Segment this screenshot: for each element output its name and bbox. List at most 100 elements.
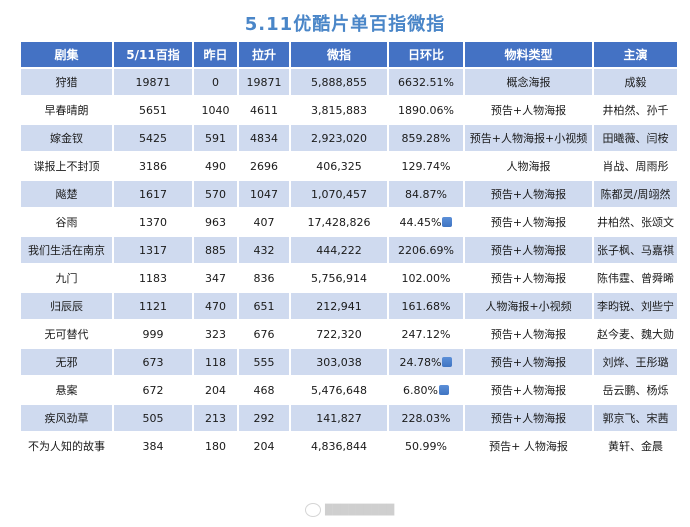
cell-dod: 161.68%: [389, 293, 463, 319]
cell-weizhi: 4,836,844: [291, 433, 387, 459]
cell-rise: 468: [239, 377, 289, 403]
cell-title: 飚楚: [21, 181, 112, 207]
cell-baizhi: 384: [114, 433, 192, 459]
cell-title: 九门: [21, 265, 112, 291]
cell-dod: 247.12%: [389, 321, 463, 347]
cell-yesterday: 963: [194, 209, 237, 235]
cell-yesterday: 323: [194, 321, 237, 347]
cell-cast: 井柏然、张颂文: [594, 209, 677, 235]
cell-cast: 岳云鹏、杨烁: [594, 377, 677, 403]
cell-weizhi: 3,815,883: [291, 97, 387, 123]
cell-weizhi: 444,222: [291, 237, 387, 263]
cell-rise: 204: [239, 433, 289, 459]
cell-baizhi: 672: [114, 377, 192, 403]
cell-title: 无邪: [21, 349, 112, 375]
cell-yesterday: 490: [194, 153, 237, 179]
cell-material: 预告+人物海报: [465, 405, 592, 431]
cell-weizhi: 5,756,914: [291, 265, 387, 291]
table-row: 飚楚 1617 570 1047 1,070,457 84.87% 预告+人物海报 陈都灵/周…: [21, 181, 677, 207]
cell-rise: 836: [239, 265, 289, 291]
cell-rise: 651: [239, 293, 289, 319]
cell-dod: 228.03%: [389, 405, 463, 431]
column-header-material: 物料类型: [465, 42, 592, 67]
cell-baizhi: 3186: [114, 153, 192, 179]
ranking-table: 剧集 5/11百指 昨日 拉升 微指 日环比 物料类型 主演 狩猎 19871 0 19871 5,8…: [19, 40, 679, 461]
table-row: 我们生活在南京 1317 885 432 444,222 2206.69% 预告+人物海报张…: [21, 237, 677, 263]
cell-rise: 4834: [239, 125, 289, 151]
header-row: 剧集 5/11百指 昨日 拉升 微指 日环比 物料类型 主演: [21, 42, 677, 67]
table-row: 不为人知的故事 384 180 204 4,836,844 50.99% 预告+ 人物海报黄…: [21, 433, 677, 459]
cell-dod: 102.00%: [389, 265, 463, 291]
cell-yesterday: 591: [194, 125, 237, 151]
cell-material: 预告+人物海报: [465, 265, 592, 291]
table-row: 谍报上不封顶 3186 490 2696 406,325 129.74% 人物海报 肖战、周雨…: [21, 153, 677, 179]
table-row: 九门 1183 347 836 5,756,914 102.00% 预告+人物海报 陈伟霆、曾…: [21, 265, 677, 291]
column-header-baizhi: 5/11百指: [114, 42, 192, 67]
cell-baizhi: 999: [114, 321, 192, 347]
cell-dod: 24.78%: [389, 349, 463, 375]
cell-weizhi: 141,827: [291, 405, 387, 431]
cell-title: 狩猎: [21, 69, 112, 95]
cell-yesterday: 885: [194, 237, 237, 263]
cell-dod: 6.80%: [389, 377, 463, 403]
table-row: 早春晴朗 5651 1040 4611 3,815,883 1890.06% 预告+人物海报…: [21, 97, 677, 123]
cell-baizhi: 5651: [114, 97, 192, 123]
cell-weizhi: 1,070,457: [291, 181, 387, 207]
cell-yesterday: 0: [194, 69, 237, 95]
cell-rise: 1047: [239, 181, 289, 207]
cell-material: 预告+人物海报: [465, 321, 592, 347]
cell-title: 谷雨: [21, 209, 112, 235]
cell-material: 预告+人物海报: [465, 209, 592, 235]
cell-baizhi: 1617: [114, 181, 192, 207]
table-row: 归辰辰 1121 470 651 212,941 161.68% 人物海报+小视频 李昀锐、刘…: [21, 293, 677, 319]
cell-title: 疾风劲草: [21, 405, 112, 431]
cell-baizhi: 5425: [114, 125, 192, 151]
cell-rise: 676: [239, 321, 289, 347]
cell-cast: 郭京飞、宋茜: [594, 405, 677, 431]
cell-baizhi: 19871: [114, 69, 192, 95]
cell-rise: 432: [239, 237, 289, 263]
cell-cast: 陈伟霆、曾舜晞: [594, 265, 677, 291]
column-header-weizhi: 微指: [291, 42, 387, 67]
cell-dod: 2206.69%: [389, 237, 463, 263]
cell-yesterday: 213: [194, 405, 237, 431]
cell-material: 人物海报+小视频: [465, 293, 592, 319]
column-header-title: 剧集: [21, 42, 112, 67]
cell-title: 归辰辰: [21, 293, 112, 319]
cell-material: 预告+人物海报: [465, 349, 592, 375]
cell-weizhi: 5,888,855: [291, 69, 387, 95]
table-row: 无可替代 999 323 676 722,320 247.12% 预告+人物海报 赵今麦、魏大…: [21, 321, 677, 347]
cell-yesterday: 180: [194, 433, 237, 459]
cell-material: 人物海报: [465, 153, 592, 179]
cell-material: 概念海报: [465, 69, 592, 95]
cell-title: 不为人知的故事: [21, 433, 112, 459]
cell-dod: 84.87%: [389, 181, 463, 207]
cell-yesterday: 570: [194, 181, 237, 207]
cell-cast: 黄轩、金晨: [594, 433, 677, 459]
cell-cast: 井柏然、孙千: [594, 97, 677, 123]
table-row: 狩猎 19871 0 19871 5,888,855 6632.51% 概念海报 成毅: [21, 69, 677, 95]
cell-dod: 1890.06%: [389, 97, 463, 123]
table-body: 狩猎 19871 0 19871 5,888,855 6632.51% 概念海报 成毅 早春晴朗…: [21, 69, 677, 459]
cell-weizhi: 2,923,020: [291, 125, 387, 151]
cell-cast: 刘烨、王彤璐: [594, 349, 677, 375]
cell-cast: 张子枫、马嘉祺: [594, 237, 677, 263]
cell-title: 我们生活在南京: [21, 237, 112, 263]
cell-title: 悬案: [21, 377, 112, 403]
cell-cast: 陈都灵/周翊然: [594, 181, 677, 207]
cell-baizhi: 1317: [114, 237, 192, 263]
cell-rise: 555: [239, 349, 289, 375]
cell-dod: 50.99%: [389, 433, 463, 459]
cell-baizhi: 1370: [114, 209, 192, 235]
table-row: 悬案 672 204 468 5,476,648 6.80% 预告+人物海报 岳云鹏、杨烁: [21, 377, 677, 403]
cell-title: 早春晴朗: [21, 97, 112, 123]
cell-cast: 田曦薇、闫桉: [594, 125, 677, 151]
column-header-cast: 主演: [594, 42, 677, 67]
cell-title: 无可替代: [21, 321, 112, 347]
cell-yesterday: 1040: [194, 97, 237, 123]
cell-cast: 肖战、周雨彤: [594, 153, 677, 179]
cell-dod: 859.28%: [389, 125, 463, 151]
cell-baizhi: 1183: [114, 265, 192, 291]
cell-rise: 2696: [239, 153, 289, 179]
cell-material: 预告+人物海报+小视频: [465, 125, 592, 151]
